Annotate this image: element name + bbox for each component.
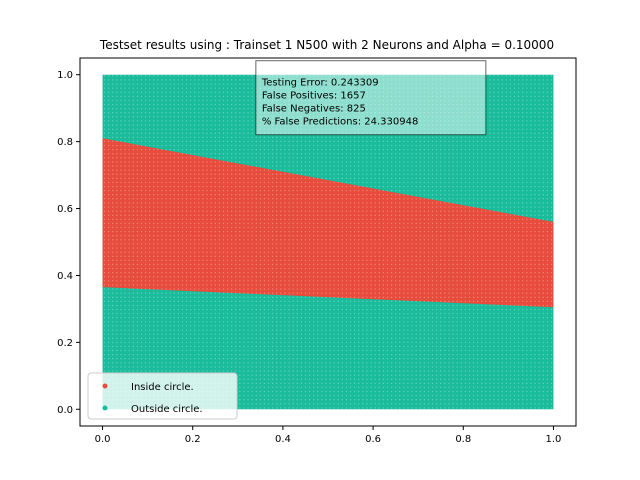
x-tick-label: 0.2: [185, 434, 201, 445]
chart-title: Testset results using : Trainset 1 N500 …: [99, 38, 554, 52]
legend-label-inside: Inside circle.: [131, 382, 194, 393]
legend-marker-inside: [102, 383, 108, 389]
stats-testing-error: Testing Error: 0.243309: [261, 78, 379, 89]
legend-label-outside: Outside circle.: [131, 404, 203, 415]
y-tick-label: 0.8: [57, 137, 73, 148]
y-tick-label: 0.6: [57, 204, 73, 215]
stats-false-positives: False Positives: 1657: [262, 91, 366, 102]
x-tick-label: 0.4: [275, 434, 291, 445]
y-tick-label: 0.4: [57, 271, 73, 282]
legend-marker-outside: [102, 405, 108, 411]
legend-frame: [87, 372, 238, 420]
y-tick-label: 0.2: [57, 338, 73, 349]
y-tick-label: 1.0: [57, 70, 73, 81]
x-tick-label: 0.0: [95, 434, 111, 445]
y-tick-label: 0.0: [57, 405, 73, 416]
x-tick-label: 0.8: [455, 434, 471, 445]
plot-frame: [79, 57, 577, 427]
x-tick-label: 0.6: [365, 434, 381, 445]
x-axis: 0.0 0.2 0.4 0.6 0.8 1.0: [95, 426, 562, 445]
y-axis: 0.0 0.2 0.4 0.6 0.8 1.0: [57, 70, 80, 416]
legend: Inside circle. Outside circle.: [87, 372, 238, 420]
stats-annotation-background: [255, 60, 487, 136]
stats-false-negatives: False Negatives: 825: [262, 104, 366, 115]
stats-annotation: Testing Error: 0.243309 False Positives:…: [255, 60, 487, 136]
stats-false-predictions: % False Predictions: 24.330948: [262, 117, 418, 128]
x-tick-label: 1.0: [546, 434, 562, 445]
